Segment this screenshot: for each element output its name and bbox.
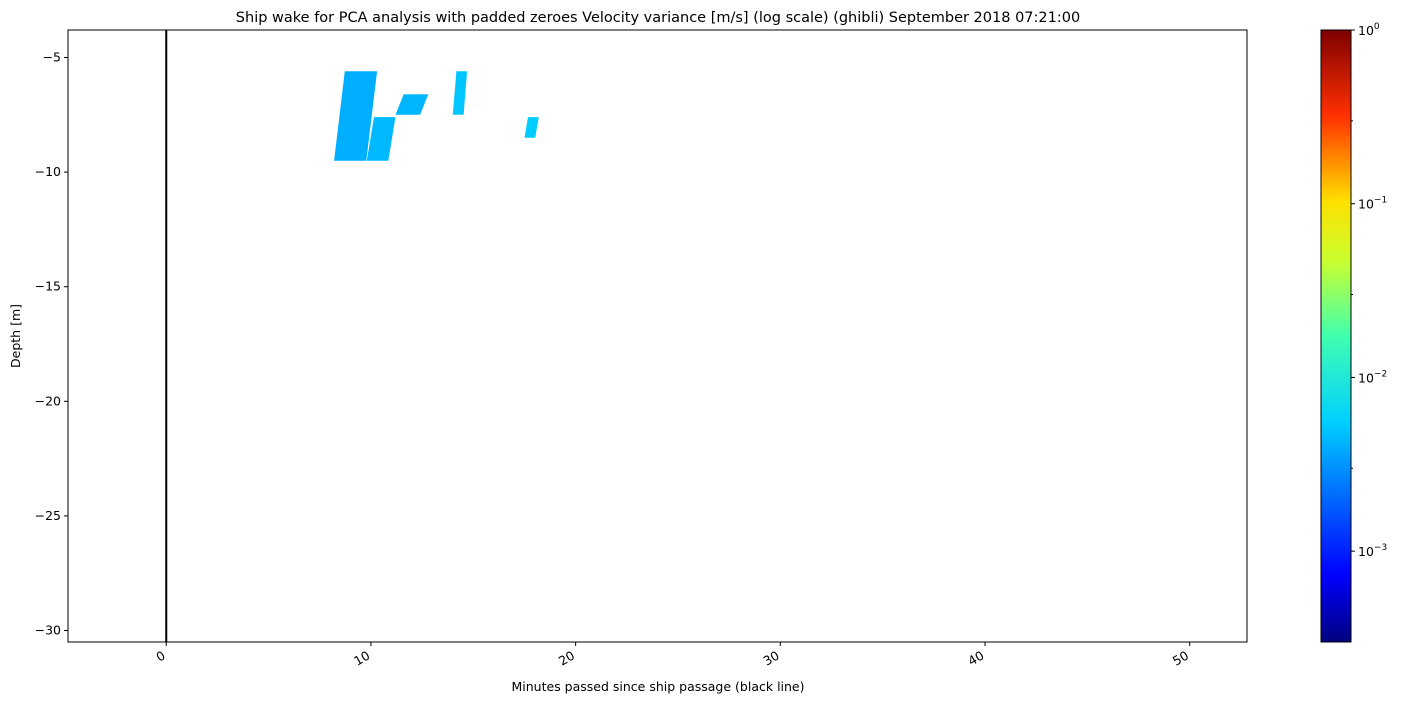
y-tick-label: −15 — [35, 279, 61, 294]
x-tick-label: 0 — [153, 648, 167, 665]
colorbar-tick-label: 10−3 — [1358, 543, 1387, 559]
y-axis-ticks: −5 −10 −15 −20 −25 −30 — [35, 50, 68, 638]
x-axis-ticks: 0 10 20 30 40 50 — [153, 642, 1191, 669]
y-axis-label: Depth [m] — [8, 304, 23, 368]
colorbar-tick-base: 10 — [1358, 544, 1374, 559]
colorbar-frame — [1320, 29, 1352, 643]
colorbar-tick-exponent: −3 — [1374, 543, 1387, 553]
x-tick-label: 20 — [556, 648, 577, 669]
colorbar-tick-base: 10 — [1358, 23, 1374, 38]
y-tick-label: −10 — [35, 164, 61, 179]
x-tick-label: 30 — [761, 648, 782, 669]
plot-background — [68, 30, 1247, 642]
colorbar-tick-exponent: −2 — [1374, 369, 1387, 379]
colorbar-tick-label: 100 — [1358, 22, 1380, 38]
data-patch — [366, 117, 396, 161]
plot-frame — [67, 29, 1248, 643]
y-tick-label: −5 — [43, 50, 61, 65]
colorbar-gradient — [1321, 30, 1351, 642]
y-tick-label: −25 — [35, 508, 61, 523]
chart-title: Ship wake for PCA analysis with padded z… — [236, 10, 1080, 26]
x-tick-label: 10 — [351, 648, 372, 669]
colorbar-tick-exponent: −1 — [1374, 196, 1387, 206]
data-patch — [334, 71, 378, 161]
colorbar-tick-base: 10 — [1358, 370, 1374, 385]
y-tick-label: −20 — [35, 393, 61, 408]
x-axis-label: Minutes passed since ship passage (black… — [512, 679, 805, 694]
y-tick-label: −30 — [35, 623, 61, 638]
colorbar-tick-base: 10 — [1358, 197, 1374, 212]
x-tick-label: 40 — [965, 648, 986, 669]
data-patches — [334, 71, 539, 161]
data-patch — [395, 94, 429, 115]
colorbar-tick-label: 10−1 — [1358, 196, 1387, 212]
x-tick-label: 50 — [1170, 648, 1191, 669]
data-patch — [452, 71, 468, 115]
colorbar-tick-exponent: 0 — [1374, 22, 1380, 32]
plot-area — [67, 29, 1248, 643]
data-patch — [524, 117, 539, 138]
colorbar-tick-label: 10−2 — [1358, 369, 1387, 385]
